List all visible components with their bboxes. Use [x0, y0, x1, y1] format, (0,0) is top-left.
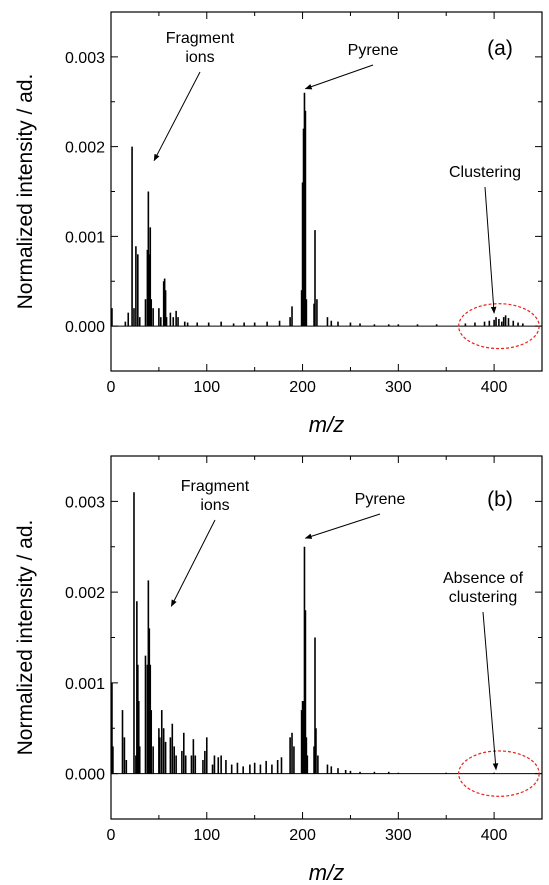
x-tick-label: 400 [481, 827, 508, 844]
annotation-label: Pyrene [355, 491, 406, 508]
x-axis-title: m/z [309, 412, 344, 437]
annotation-label: clustering [449, 589, 517, 606]
y-tick-label: 0.000 [65, 767, 105, 784]
annotation-label: Fragment [166, 30, 235, 47]
annotation-label: Clustering [449, 164, 521, 181]
chart-panel-b: 0 100 200 300 400 0.000 0.001 0.002 0.003 Normali… [14, 455, 543, 885]
y-tick-label: 0.003 [65, 494, 105, 511]
annotation-label: Absence of [443, 570, 524, 587]
chart-panel-a: 0 100 200 300 400 0.000 0.001 0.002 0.003 Normali… [14, 11, 543, 437]
y-tick-label: 0.001 [65, 676, 105, 693]
y-tick-label: 0.001 [65, 229, 105, 246]
x-tick-label: 200 [289, 379, 316, 396]
annotation-label: ions [200, 497, 229, 514]
panel-label: (b) [487, 488, 513, 511]
x-tick-label: 400 [481, 379, 508, 396]
x-tick-label: 300 [385, 379, 412, 396]
x-axis-title: m/z [309, 860, 344, 885]
annotation-label: Pyrene [348, 42, 399, 59]
y-tick-label: 0.002 [65, 140, 105, 157]
y-axis-title: Normalized intensity / ad. [14, 74, 37, 310]
annotation-arrow [304, 513, 381, 539]
annotation-arrow [170, 519, 216, 607]
highlight-ellipse [458, 303, 540, 350]
x-tick-label: 0 [107, 827, 116, 844]
panel-label: (a) [487, 37, 513, 60]
y-tick-label: 0.003 [65, 50, 105, 67]
x-tick-label: 100 [193, 379, 220, 396]
y-tick-label: 0.002 [65, 585, 105, 602]
x-tick-label: 300 [385, 827, 412, 844]
x-tick-label: 200 [289, 827, 316, 844]
y-axis-title: Normalized intensity / ad. [14, 520, 37, 756]
y-tick-label: 0.000 [65, 319, 105, 336]
annotation-arrow [304, 64, 374, 90]
annotation-label: Fragment [181, 478, 250, 495]
x-tick-label: 100 [193, 827, 220, 844]
highlight-ellipse [458, 750, 540, 797]
annotation-arrow [482, 611, 499, 771]
x-tick-label: 0 [107, 379, 116, 396]
annotation-arrow [484, 186, 497, 314]
annotation-label: ions [185, 49, 214, 66]
annotation-arrow [153, 71, 201, 162]
